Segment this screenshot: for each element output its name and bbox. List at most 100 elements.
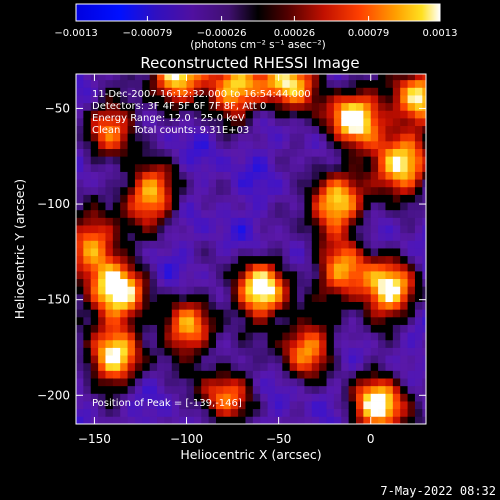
heatmap-cell <box>252 117 261 127</box>
heatmap-cell <box>422 286 426 295</box>
heatmap-cell <box>341 408 350 417</box>
heatmap-cell <box>370 156 379 165</box>
heatmap-cell <box>201 117 210 127</box>
heatmap-cell <box>422 202 426 211</box>
heatmap-cell <box>186 125 195 134</box>
heatmap-cell <box>304 209 313 218</box>
heatmap-cell <box>127 355 136 364</box>
heatmap-cell <box>385 362 394 371</box>
heatmap-cell <box>179 393 187 402</box>
heatmap-cell <box>193 133 202 142</box>
heatmap-cell <box>179 316 187 325</box>
heatmap-cell <box>98 309 106 318</box>
heatmap-cell <box>400 378 408 387</box>
heatmap-cell <box>201 74 210 81</box>
heatmap-cell <box>238 133 246 142</box>
heatmap-cell <box>83 133 92 142</box>
heatmap-cell <box>356 362 364 371</box>
heatmap-cell <box>208 255 217 264</box>
heatmap-cell <box>230 255 239 264</box>
heatmap-cell <box>245 286 254 295</box>
heatmap-cell <box>326 79 335 88</box>
heatmap-cell <box>385 248 394 257</box>
heatmap-cell <box>216 385 224 394</box>
heatmap-cell <box>230 117 239 127</box>
heatmap-cell <box>127 378 136 387</box>
heatmap-cell <box>208 316 217 325</box>
heatmap-cell <box>76 179 84 188</box>
heatmap-cell <box>179 293 187 302</box>
heatmap-cell <box>164 171 173 180</box>
heatmap-cell <box>112 163 121 172</box>
heatmap-cell <box>179 117 187 127</box>
heatmap-cell <box>223 248 232 257</box>
heatmap-cell <box>392 202 401 211</box>
heatmap-cell <box>356 401 364 410</box>
heatmap-cell <box>407 286 416 295</box>
heatmap-cell <box>311 416 320 424</box>
heatmap-cell <box>326 179 335 188</box>
heatmap-cell <box>385 255 394 264</box>
heatmap-cell <box>238 263 246 272</box>
heatmap-cell <box>245 79 254 88</box>
heatmap-cell <box>304 194 313 203</box>
heatmap-cell <box>238 248 246 257</box>
heatmap-cell <box>385 332 394 341</box>
heatmap-cell <box>216 148 224 157</box>
heatmap-cell <box>230 74 239 81</box>
heatmap-cell <box>311 248 320 257</box>
heatmap-cell <box>208 202 217 211</box>
heatmap-cell <box>179 209 187 218</box>
heatmap-cell <box>149 232 158 241</box>
heatmap-cell <box>378 217 386 226</box>
heatmap-cell <box>378 316 386 325</box>
heatmap-cell <box>120 248 128 257</box>
heatmap-cell <box>98 225 106 234</box>
heatmap-cell <box>142 286 151 295</box>
heatmap-cell <box>267 110 276 119</box>
heatmap-cell <box>179 355 187 364</box>
heatmap-cell <box>370 339 379 348</box>
heatmap-cell <box>105 324 114 333</box>
heatmap-cell <box>90 293 99 302</box>
heatmap-cell <box>105 217 114 226</box>
heatmap-cell <box>297 110 305 119</box>
heatmap-cell <box>363 416 372 424</box>
heatmap-cell <box>356 163 364 172</box>
heatmap-cell <box>289 316 298 325</box>
heatmap-cell <box>252 240 261 249</box>
heatmap-cell <box>90 156 99 165</box>
heatmap-cell <box>319 263 327 272</box>
heatmap-cell <box>120 202 128 211</box>
heatmap-cell <box>142 416 151 424</box>
heatmap-cell <box>193 293 202 302</box>
heatmap-cell <box>260 385 268 394</box>
x-tick-label: −150 <box>78 432 111 446</box>
heatmap-cell <box>289 125 298 134</box>
heatmap-cell <box>289 117 298 127</box>
heatmap-cell <box>157 362 165 371</box>
heatmap-cell <box>414 117 423 127</box>
heatmap-cell <box>319 324 327 333</box>
heatmap-cell <box>245 225 254 234</box>
heatmap-cell <box>333 240 342 249</box>
heatmap-cell <box>348 278 357 287</box>
heatmap-cell <box>297 293 305 302</box>
heatmap-cell <box>260 209 268 218</box>
heatmap-cell <box>289 140 298 149</box>
heatmap-cell <box>171 117 180 127</box>
heatmap-cell <box>208 401 217 410</box>
heatmap-cell <box>348 385 357 394</box>
heatmap-cell <box>341 301 350 310</box>
heatmap-cell <box>179 301 187 310</box>
heatmap-cell <box>208 95 217 104</box>
heatmap-cell <box>201 171 210 180</box>
heatmap-cell <box>392 179 401 188</box>
heatmap-cell <box>282 125 291 134</box>
heatmap-cell <box>134 194 143 203</box>
heatmap-cell <box>171 255 180 264</box>
heatmap-cell <box>378 194 386 203</box>
heatmap-cell <box>392 378 401 387</box>
heatmap-cell <box>142 171 151 180</box>
heatmap-cell <box>134 316 143 325</box>
